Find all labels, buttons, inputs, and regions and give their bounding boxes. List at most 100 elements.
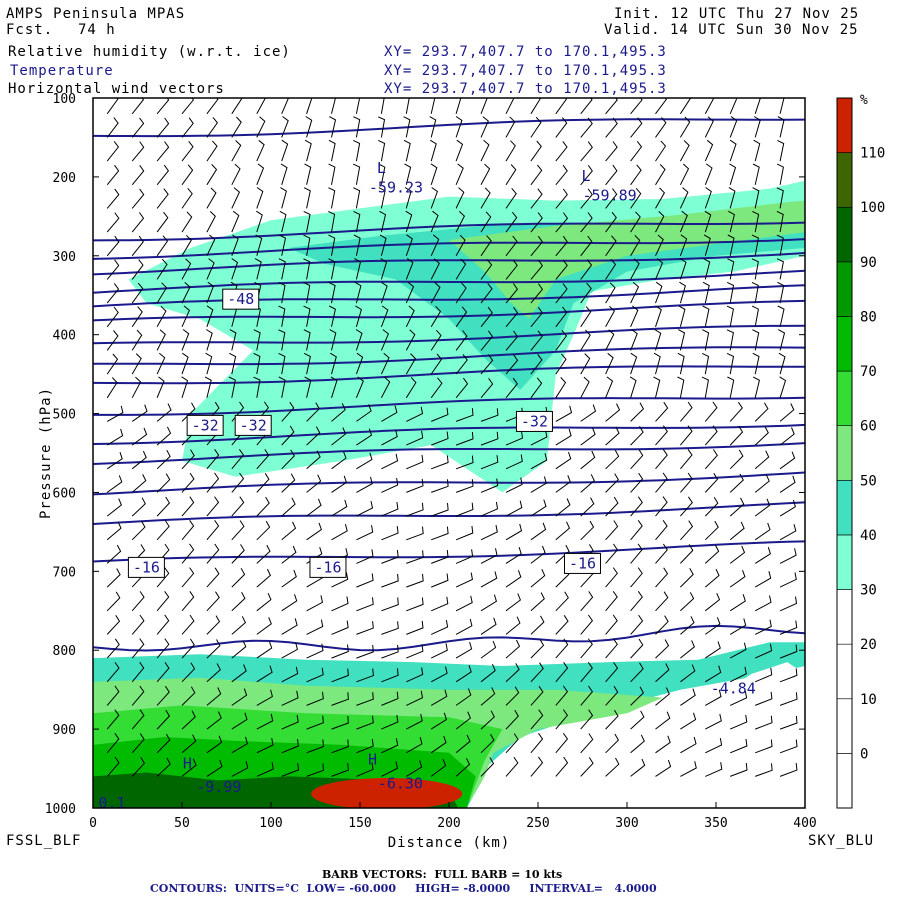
wind-barb	[181, 686, 196, 706]
wind-barb	[655, 187, 666, 209]
wind-barb	[181, 282, 191, 304]
wind-barb	[704, 425, 718, 446]
wind-barb	[281, 714, 299, 730]
wind-barb	[231, 520, 245, 541]
wind-barb	[381, 668, 399, 683]
wind-barb	[328, 305, 336, 327]
wind-barb	[654, 329, 662, 351]
wind-barb	[231, 688, 248, 706]
wind-barb	[605, 98, 618, 115]
wind-barb	[331, 523, 348, 541]
wind-barb	[106, 544, 122, 564]
wind-barb	[106, 662, 120, 683]
colorbar-bin	[836, 152, 853, 208]
wind-barb	[379, 210, 387, 233]
field-name-rh: Relative humidity (w.r.t. ice)	[8, 44, 291, 60]
wind-barb	[530, 140, 542, 162]
wind-barb	[605, 258, 617, 280]
wind-barb	[131, 497, 146, 517]
wind-barb	[729, 98, 738, 114]
wind-barb	[356, 644, 374, 659]
wind-barb	[752, 210, 760, 233]
wind-barb	[106, 498, 123, 517]
wind-barb	[779, 451, 796, 470]
wind-barb	[530, 212, 543, 233]
wind-barb	[156, 449, 171, 470]
wind-barb	[505, 500, 523, 517]
wind-barb	[505, 454, 523, 470]
extremum-marker: H	[183, 755, 192, 773]
wind-barb	[580, 235, 593, 257]
wind-barb	[480, 687, 496, 706]
wind-barb	[480, 235, 492, 257]
wind-barb	[455, 665, 472, 683]
wind-barb	[505, 756, 519, 777]
y-tick-label: 100	[53, 92, 76, 107]
contour-label: -16	[569, 554, 596, 572]
wind-barb	[281, 473, 296, 493]
wind-barb	[356, 404, 372, 422]
wind-barb	[204, 376, 212, 398]
wind-barb	[480, 640, 497, 659]
wind-barb	[331, 692, 349, 706]
wind-barb	[231, 163, 241, 186]
field-xy-rh: XY= 293.7,407.7 to 170.1,495.3	[384, 44, 667, 60]
y-tick-label: 800	[53, 644, 76, 659]
wind-barb	[455, 549, 474, 564]
wind-barb	[405, 377, 417, 399]
wind-barb	[779, 475, 796, 493]
wind-barb	[776, 163, 784, 185]
isotherm-line	[93, 238, 805, 260]
wind-barb	[306, 715, 324, 730]
wind-barb	[555, 638, 569, 659]
wind-barb	[580, 353, 591, 375]
wind-barb	[505, 431, 524, 446]
wind-barb	[381, 573, 399, 588]
wind-barb	[655, 735, 671, 754]
wind-barb	[306, 763, 325, 777]
colorbar-unit: %	[860, 93, 868, 108]
wind-barb	[356, 762, 374, 777]
wind-barb	[379, 234, 387, 256]
wind-barb	[206, 98, 219, 115]
x-tick-label: 250	[526, 816, 549, 831]
wind-barb	[106, 521, 122, 541]
wind-barb	[430, 282, 441, 304]
wind-barb	[181, 543, 195, 564]
y-tick-label: 200	[53, 171, 76, 186]
wind-barb	[256, 592, 272, 612]
y-tick-label: 700	[53, 565, 76, 580]
wind-barb	[726, 281, 735, 304]
wind-barb	[430, 712, 447, 730]
wind-barb	[505, 330, 519, 351]
wind-barb	[355, 329, 363, 351]
wind-barb	[704, 139, 714, 162]
wind-barb	[605, 473, 619, 493]
wind-barb	[205, 352, 213, 375]
wind-barb	[106, 141, 120, 162]
wind-barb	[328, 210, 336, 233]
endpoint-right: SKY_BLU	[808, 833, 875, 849]
wind-barb	[455, 377, 469, 399]
contour-extremum-value: -6.30	[378, 774, 423, 792]
wind-barb	[430, 329, 442, 351]
wind-barb	[279, 234, 287, 256]
wind-barb	[430, 305, 442, 328]
wind-barb	[281, 449, 295, 470]
wind-barb	[231, 116, 242, 138]
wind-barb	[306, 619, 324, 635]
wind-barb	[156, 282, 168, 304]
wind-barb	[206, 117, 219, 138]
isotherm-line	[93, 442, 805, 465]
wind-barb	[303, 329, 311, 351]
wind-barb	[730, 714, 748, 730]
wind-barb	[630, 686, 645, 706]
contour-label: -32	[240, 416, 267, 434]
wind-barb	[755, 739, 773, 754]
wind-barb	[630, 402, 645, 422]
rh-supersaturated-region	[311, 778, 463, 808]
wind-barb	[704, 473, 719, 493]
wind-barb	[455, 187, 465, 209]
wind-barb	[231, 472, 245, 493]
wind-barb	[605, 403, 621, 422]
